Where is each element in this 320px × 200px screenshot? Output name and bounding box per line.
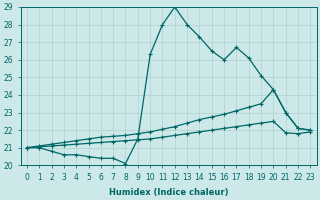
X-axis label: Humidex (Indice chaleur): Humidex (Indice chaleur) [109, 188, 228, 197]
